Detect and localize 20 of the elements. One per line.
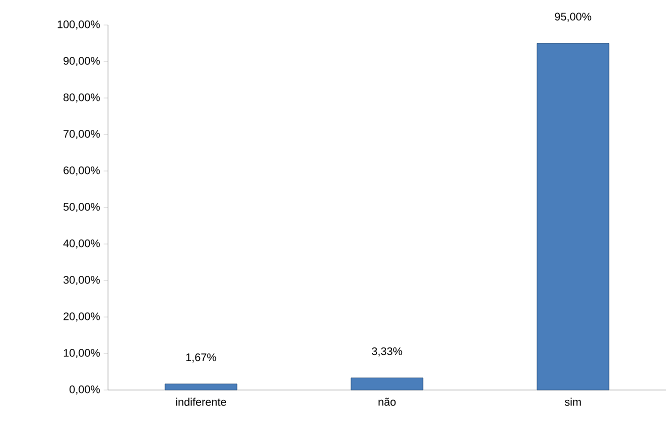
data-label: 95,00% (554, 12, 592, 22)
y-tick-label: 100,00% (58, 20, 100, 30)
y-tick-label: 20,00% (64, 312, 100, 322)
y-tick-label: 50,00% (63, 202, 100, 212)
bar (350, 378, 424, 390)
y-tick-label: 80,00% (64, 93, 100, 103)
data-label: 1,67% (186, 353, 216, 362)
y-tick-label: 40,00% (63, 239, 100, 249)
data-label: 3,33% (372, 347, 402, 356)
y-tick-label: 60,00% (64, 166, 100, 176)
x-tick-label: indiferente (176, 398, 226, 406)
y-tick-label: 70,00% (64, 130, 100, 140)
y-tick-label: 0,00% (70, 385, 100, 395)
y-tick-label: 90,00% (64, 56, 100, 66)
x-tick-label: sim (564, 398, 581, 406)
y-tick-label: 10,00% (64, 348, 100, 358)
y-tick-label: 30,00% (63, 276, 100, 286)
bar (164, 384, 238, 390)
bar (536, 43, 610, 390)
x-tick-label: não (378, 398, 396, 406)
